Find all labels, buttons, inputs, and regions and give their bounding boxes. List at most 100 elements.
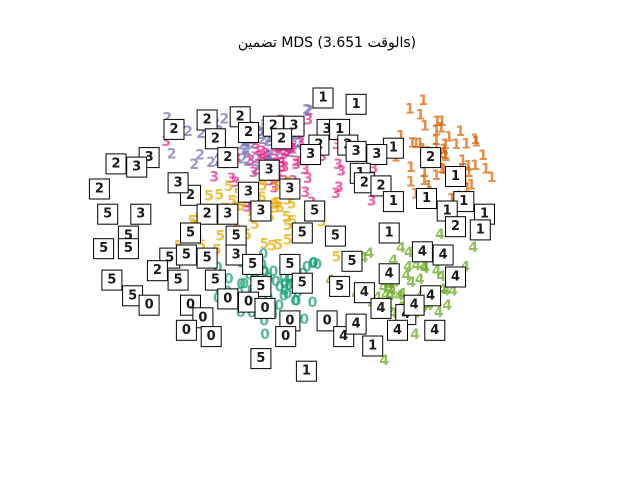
digit-point-0: 0 <box>312 257 322 273</box>
digit-point-5: 5 <box>272 196 282 212</box>
digit-point-2: 2 <box>195 148 205 164</box>
digit-point-1: 1 <box>471 134 481 150</box>
digit-thumbnail-0: 0 <box>175 319 197 341</box>
thumbnail-digit: 2 <box>203 113 212 128</box>
thumbnail-frame <box>291 222 313 244</box>
thumbnail-digit: 4 <box>360 285 369 300</box>
digit-point-4: 4 <box>415 272 425 288</box>
digit-point-3: 3 <box>303 171 313 187</box>
thumbnail-digit: 4 <box>352 317 361 332</box>
thumbnail-digit: 2 <box>203 207 212 222</box>
digit-thumbnail-0: 0 <box>254 297 276 319</box>
digit-thumbnail-4: 4 <box>445 266 466 288</box>
digit-thumbnail-5: 5 <box>93 238 115 260</box>
thumbnail-frame <box>416 188 437 209</box>
thumbnail-digit: 5 <box>285 257 294 272</box>
thumbnail-frame <box>382 191 404 213</box>
thumbnail-frame <box>175 244 197 266</box>
digit-point-0: 0 <box>309 256 319 272</box>
digit-thumbnail-4: 4 <box>432 244 454 266</box>
digit-point-4: 4 <box>386 288 396 304</box>
digit-point-2: 2 <box>251 163 261 179</box>
thumbnail-digit: 0 <box>182 323 191 338</box>
thumbnail-frame <box>204 128 226 150</box>
digit-point-3: 3 <box>249 165 259 181</box>
thumbnail-digit: 1 <box>476 222 485 237</box>
digit-point-0: 0 <box>292 294 302 310</box>
thumbnail-digit: 1 <box>422 191 431 206</box>
thumbnail-digit: 1 <box>368 339 377 354</box>
thumbnail-digit: 1 <box>389 194 398 209</box>
digit-point-2: 2 <box>242 143 252 159</box>
digit-point-3: 3 <box>369 161 379 177</box>
digit-point-0: 0 <box>271 274 281 290</box>
thumbnail-frame <box>217 288 239 310</box>
thumbnail-digit: 5 <box>211 273 220 288</box>
thumbnail-frame <box>88 178 110 200</box>
digit-point-2: 2 <box>183 124 193 140</box>
thumbnail-digit: 1 <box>451 169 460 184</box>
thumbnail-frame <box>130 203 152 225</box>
digit-point-3: 3 <box>301 185 311 201</box>
digit-thumbnail-5: 5 <box>329 275 351 297</box>
digit-thumbnail-4: 4 <box>387 319 408 341</box>
digit-point-5: 5 <box>242 227 252 243</box>
digit-point-0: 0 <box>236 276 246 292</box>
digit-point-0: 0 <box>247 306 257 322</box>
digit-thumbnail-2: 2 <box>146 260 168 282</box>
thumbnail-digit: 3 <box>223 207 232 222</box>
thumbnail-frame <box>180 222 201 244</box>
thumbnail-digit: 2 <box>269 119 278 134</box>
digit-point-4: 4 <box>402 268 412 284</box>
digit-thumbnail-4: 4 <box>370 297 392 319</box>
digit-point-4: 4 <box>435 227 445 243</box>
digit-point-1: 1 <box>415 136 425 152</box>
thumbnail-digit: 2 <box>426 150 435 165</box>
thumbnail-digit: 2 <box>223 150 232 165</box>
digit-thumbnail-4: 4 <box>353 282 375 304</box>
digit-point-1: 1 <box>436 121 446 137</box>
digit-thumbnail-2: 2 <box>163 118 185 140</box>
thumbnail-digit: 1 <box>335 122 344 137</box>
thumbnail-digit: 3 <box>372 147 381 162</box>
thumbnail-frame <box>217 203 239 225</box>
digit-point-1: 1 <box>420 165 430 181</box>
digit-thumbnail-4: 4 <box>378 263 400 285</box>
thumbnail-frame <box>238 122 259 143</box>
digit-point-2: 2 <box>237 138 247 154</box>
thumbnail-frame <box>424 319 446 341</box>
digit-point-0: 0 <box>224 272 234 288</box>
thumbnail-digit: 5 <box>310 204 319 219</box>
thumbnail-digit: 5 <box>186 226 195 241</box>
digit-point-4: 4 <box>396 241 406 257</box>
digit-point-3: 3 <box>243 196 253 212</box>
digit-thumbnail-3: 3 <box>366 144 388 165</box>
thumbnail-frame <box>254 297 276 319</box>
thumbnail-digit: 4 <box>426 288 435 303</box>
thumbnail-frame <box>432 244 454 266</box>
digit-thumbnail-3: 3 <box>279 178 301 200</box>
digit-point-1: 1 <box>406 160 416 176</box>
digit-point-0: 0 <box>308 295 318 311</box>
thumbnail-frame <box>101 269 123 291</box>
thumbnail-frame <box>469 219 491 241</box>
digit-point-0: 0 <box>269 264 279 280</box>
digit-point-5: 5 <box>283 193 293 209</box>
digit-point-3: 3 <box>265 174 275 190</box>
digit-thumbnail-5: 5 <box>341 250 363 272</box>
digit-point-5: 5 <box>215 229 225 245</box>
digit-point-0: 0 <box>259 314 269 330</box>
digit-thumbnail-5: 5 <box>291 272 313 294</box>
digit-point-3: 3 <box>242 199 252 215</box>
digit-point-3: 3 <box>282 144 292 160</box>
digit-thumbnail-5: 5 <box>225 225 247 247</box>
thumbnail-frame <box>250 275 272 297</box>
digit-point-4: 4 <box>388 306 398 322</box>
digit-thumbnail-0: 0 <box>238 291 259 313</box>
thumbnail-frame <box>362 335 384 357</box>
digit-point-5: 5 <box>288 214 298 230</box>
digit-point-2: 2 <box>238 151 248 167</box>
thumbnail-frame <box>204 269 226 291</box>
digit-point-5: 5 <box>273 237 283 253</box>
